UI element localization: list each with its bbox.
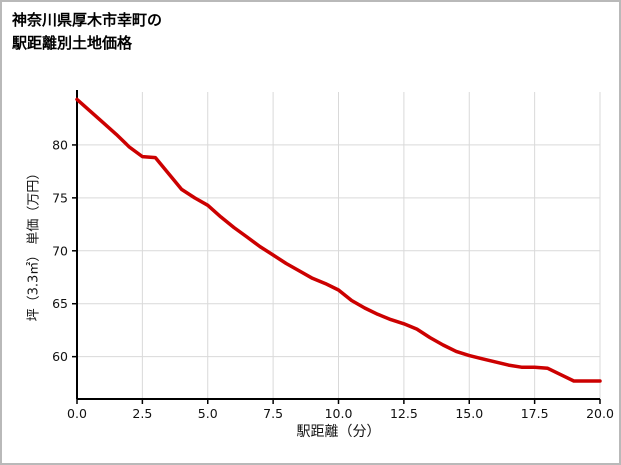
line-chart-canvas: 0.0 2.5 5.0 7.5 10.0 12.5 15.0 17.5 20.0 60 65 70 75…: [52, 90, 614, 421]
chart-title-line2: 駅距離別土地価格: [12, 33, 133, 52]
x-tick-label: 10.0: [325, 406, 353, 421]
tick-marks: [72, 144, 601, 404]
x-tick-label: 15.0: [455, 406, 483, 421]
y-tick-label: 80: [52, 137, 68, 152]
chart-title: 神奈川県厚木市幸町の 駅距離別土地価格: [12, 9, 162, 54]
grid-lines: [76, 92, 601, 399]
y-tick-label: 60: [52, 349, 68, 364]
x-tick-label: 5.0: [198, 406, 218, 421]
x-tick-label: 17.5: [521, 406, 549, 421]
y-tick-label: 65: [52, 296, 68, 311]
x-tick-label: 2.5: [132, 406, 152, 421]
x-tick-label: 12.5: [390, 406, 418, 421]
y-tick-label: 75: [52, 190, 68, 205]
price-line: [75, 97, 602, 383]
tick-labels: 0.0 2.5 5.0 7.5 10.0 12.5 15.0 17.5 20.0 60 65 70 75…: [52, 137, 614, 421]
y-tick-label: 70: [52, 243, 68, 258]
x-axis-label: 駅距離（分）: [296, 424, 381, 440]
x-tick-label: 7.5: [263, 406, 283, 421]
x-tick-label: 0.0: [67, 406, 87, 421]
x-tick-label: 20.0: [586, 406, 614, 421]
chart-title-line1: 神奈川県厚木市幸町の: [12, 11, 163, 29]
